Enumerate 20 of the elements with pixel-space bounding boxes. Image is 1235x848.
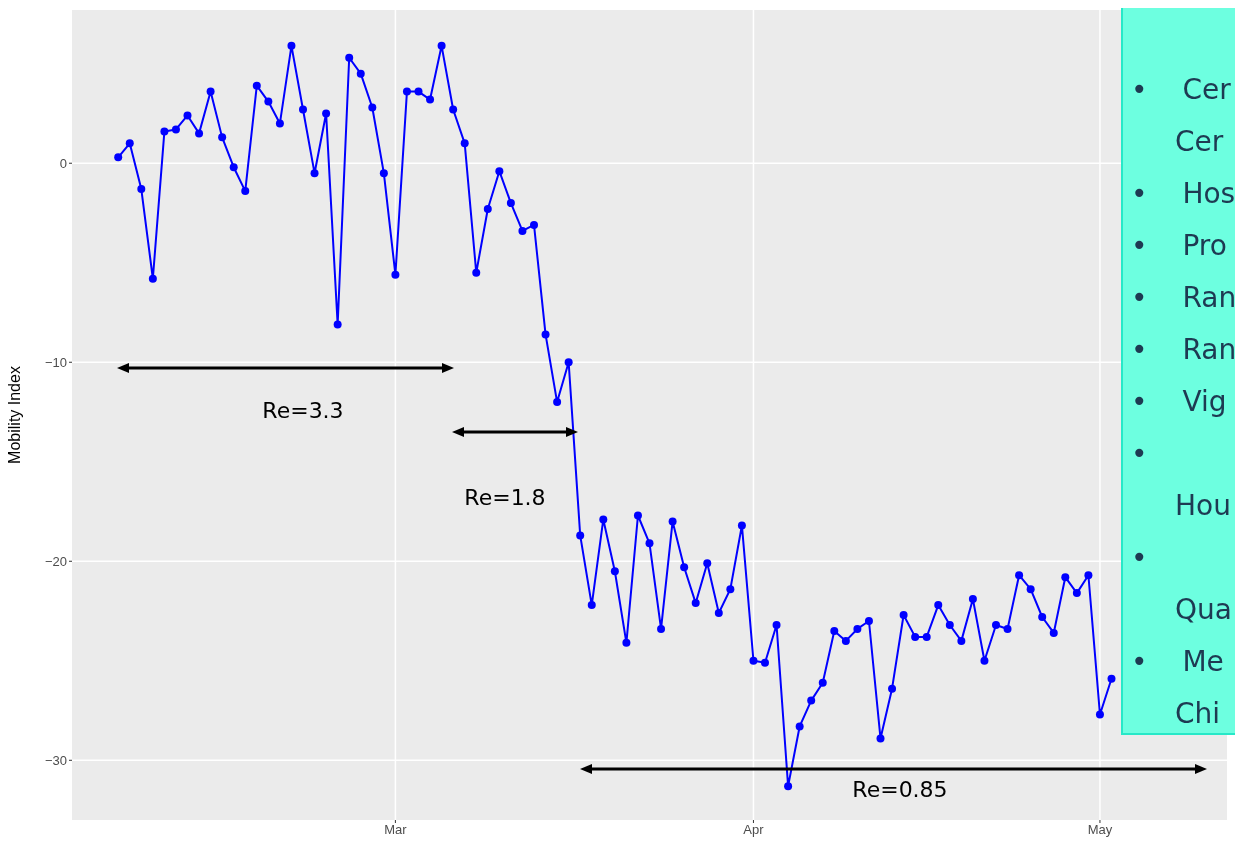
annotation: • Ran xyxy=(1130,332,1235,368)
annotation: • Hos xyxy=(1130,176,1235,212)
x-tick-label: Apr xyxy=(743,822,765,838)
annotation: Re=3.3 xyxy=(262,397,344,423)
annotation: • Hou xyxy=(1130,436,1232,524)
annotation: • Pro xyxy=(1130,228,1228,264)
annotation: Re=1.8 xyxy=(464,484,546,510)
annotation: • Me Chi xyxy=(1130,644,1225,732)
annotation: • Ran xyxy=(1130,280,1235,316)
y-tick-label: 0 xyxy=(59,155,67,171)
y-tick-label: −10 xyxy=(44,354,67,370)
annotation: • Cer Cer xyxy=(1130,72,1232,160)
y-axis-title: Mobility Index xyxy=(5,366,23,464)
annotation: • Qua xyxy=(1130,540,1233,628)
y-tick-label: −30 xyxy=(44,752,67,768)
x-tick-label: Mar xyxy=(384,822,408,838)
annotation: • Vig xyxy=(1130,384,1228,420)
annotation: Re=0.85 xyxy=(852,776,948,802)
x-tick-label: May xyxy=(1087,822,1113,838)
y-tick-label: −20 xyxy=(44,553,67,569)
